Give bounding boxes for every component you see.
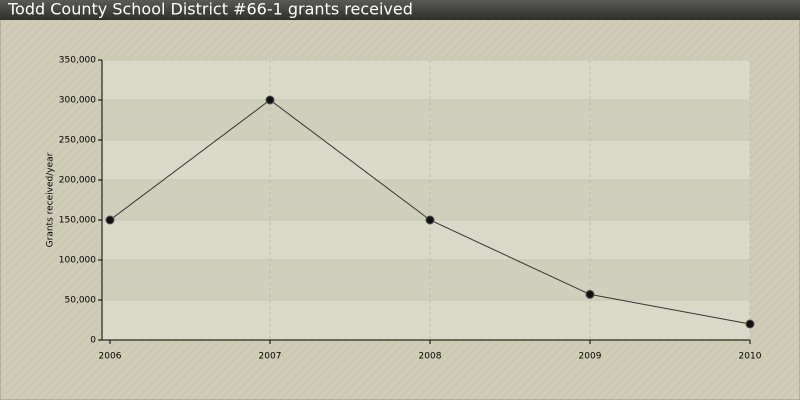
grid-band — [102, 100, 750, 140]
data-point — [105, 215, 115, 225]
grid-band — [102, 180, 750, 220]
grid-band — [102, 140, 750, 180]
y-axis-label: Grants received/year — [46, 152, 56, 247]
grid-band — [102, 300, 750, 340]
title-bar — [0, 0, 800, 20]
grid-band — [102, 60, 750, 100]
x-tick-label: 2008 — [419, 352, 442, 362]
y-tick-label: 100,000 — [59, 256, 96, 266]
x-tick-label: 2006 — [99, 352, 122, 362]
chart-title: Todd County School District #66-1 grants… — [7, 0, 413, 19]
y-tick-label: 0 — [90, 336, 96, 346]
y-tick-label: 50,000 — [65, 296, 97, 306]
data-point — [425, 215, 435, 225]
x-tick-label: 2010 — [739, 352, 762, 362]
y-tick-label: 200,000 — [59, 176, 96, 186]
data-point — [265, 95, 275, 105]
y-tick-label: 150,000 — [59, 216, 96, 226]
y-tick-label: 350,000 — [59, 56, 96, 66]
data-point — [745, 319, 755, 329]
y-tick-label: 300,000 — [59, 96, 96, 106]
y-tick-label: 250,000 — [59, 136, 96, 146]
grid-band — [102, 220, 750, 260]
grid-band — [102, 260, 750, 300]
x-tick-label: 2007 — [259, 352, 282, 362]
x-tick-label: 2009 — [579, 352, 602, 362]
data-point — [585, 289, 595, 299]
